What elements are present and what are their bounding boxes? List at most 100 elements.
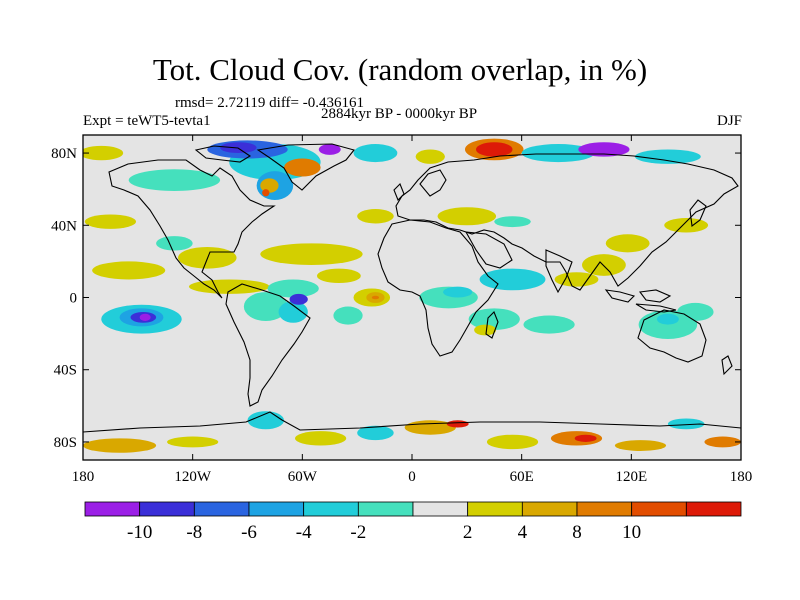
- colorbar-label: -8: [186, 522, 202, 543]
- colorbar-label: -6: [241, 522, 257, 543]
- season-label: DJF: [716, 113, 742, 129]
- colorbar-box: [467, 501, 523, 517]
- anomaly-patch: [664, 218, 709, 233]
- x-tick-label: 180: [72, 469, 95, 485]
- anomaly-patch: [92, 261, 166, 280]
- anomaly-patch: [574, 434, 597, 442]
- colorbar-box: [139, 501, 195, 517]
- colorbar-label: 4: [518, 522, 528, 543]
- anomaly-patch: [614, 440, 667, 451]
- anomaly-patch: [371, 295, 380, 300]
- anomaly-patch: [446, 420, 469, 428]
- y-tick-label: 40S: [54, 363, 77, 379]
- anomaly-patch: [167, 436, 219, 448]
- y-tick-label: 0: [70, 291, 78, 307]
- colorbar: -10 -8 -6 -4 -2 2 4 8 10: [84, 501, 742, 543]
- coastline-antarctica: [83, 411, 741, 433]
- anomaly-patch: [260, 178, 279, 193]
- anomaly-patch: [581, 254, 626, 276]
- anomaly-patch: [262, 189, 270, 197]
- anomaly-patch: [84, 214, 137, 229]
- colorbar-box: [412, 501, 469, 517]
- anomaly-patch: [578, 142, 630, 157]
- coastline-eurasia: [395, 153, 739, 291]
- anomaly-patch: [295, 431, 347, 446]
- anomaly-patch: [267, 279, 319, 298]
- y-tick-label: 80N: [51, 146, 77, 162]
- anomaly-patch: [677, 302, 714, 321]
- coastline-british-isles: [393, 183, 405, 201]
- anomaly-patch: [554, 272, 599, 287]
- anomaly-patch: [415, 149, 445, 164]
- anomaly-patch: [333, 306, 363, 325]
- colorbar-box: [248, 501, 305, 517]
- anomaly-patch: [243, 292, 288, 321]
- anomaly-patch: [634, 149, 701, 164]
- colorbar-box: [303, 501, 359, 517]
- coastline-new-zealand: [721, 355, 733, 376]
- anomaly-patch: [667, 418, 705, 430]
- colorbar-box: [193, 501, 250, 517]
- anomaly-patch: [189, 279, 270, 294]
- colorbar-box: [685, 501, 742, 517]
- coastline-africa: [377, 219, 499, 357]
- colorbar-box: [631, 501, 687, 517]
- anomaly-patch: [83, 438, 157, 453]
- anomaly-patch: [704, 436, 741, 448]
- colorbar-label: -10: [127, 522, 152, 543]
- x-tick-label: 180: [730, 469, 753, 485]
- coastlines: [83, 143, 741, 433]
- x-tick-label: 120W: [174, 469, 212, 485]
- anomaly-patch: [479, 268, 546, 291]
- anomaly-patch: [474, 324, 497, 336]
- anomaly-patch: [443, 286, 473, 298]
- colorbar-box: [357, 501, 414, 517]
- coastline-scandinavia: [419, 169, 447, 197]
- anomaly-patch: [521, 144, 595, 163]
- colorbar-box: [521, 501, 578, 517]
- coastline-india: [545, 249, 573, 294]
- coastline-australia: [637, 309, 707, 363]
- anomaly-patch: [284, 158, 321, 177]
- y-tick-label: 80S: [54, 435, 77, 451]
- time-period-label: 2884kyr BP - 0000kyr BP: [321, 106, 478, 122]
- anomaly-patch: [316, 268, 361, 284]
- anomaly-patch: [353, 144, 398, 163]
- anomaly-patch: [486, 434, 539, 450]
- anomaly-patch: [475, 142, 513, 157]
- x-tick-label: 60W: [288, 469, 318, 485]
- coastline-greenland: [256, 143, 355, 191]
- colorbar-box: [576, 501, 633, 517]
- colorbar-label: -4: [296, 522, 312, 543]
- axis-ticks: 180 120W 60W 0 60E 120E 180 80N 40N 0 40S 80S: [51, 135, 752, 485]
- colorbar-label: 2: [463, 522, 473, 543]
- anomaly-patch: [318, 144, 341, 155]
- plot-title: Tot. Cloud Cov. (random overlap, in %): [152, 52, 648, 87]
- anomaly-patch: [357, 209, 394, 224]
- anomaly-field: [83, 138, 741, 453]
- anomaly-patch: [468, 308, 520, 330]
- anomaly-patch: [128, 169, 221, 191]
- coastline-north-america: [108, 159, 276, 299]
- anomaly-patch: [437, 207, 497, 226]
- anomaly-patch: [278, 301, 308, 323]
- anomaly-patch: [605, 234, 650, 253]
- colorbar-box: [84, 501, 141, 517]
- rmsd-diff-stats: rmsd= 2.72119 diff= -0.436161: [175, 95, 364, 111]
- anomaly-patch: [357, 425, 394, 441]
- anomaly-patch: [139, 313, 151, 321]
- experiment-label: Expt = teWT5-tevta1: [83, 113, 211, 129]
- x-tick-label: 120E: [615, 469, 647, 485]
- y-tick-label: 40N: [51, 218, 77, 234]
- colorbar-label: 10: [622, 522, 641, 543]
- anomaly-patch: [260, 243, 363, 265]
- coastline-arabia: [465, 231, 513, 269]
- anomaly-patch: [83, 145, 124, 161]
- coastline-arctic-islands: [194, 145, 252, 163]
- colorbar-label: 8: [572, 522, 582, 543]
- coastline-south-america: [225, 283, 311, 407]
- colorbar-label: -2: [350, 522, 366, 543]
- anomaly-patch: [156, 236, 193, 251]
- x-tick-label: 60E: [510, 469, 534, 485]
- anomaly-patch: [289, 293, 308, 305]
